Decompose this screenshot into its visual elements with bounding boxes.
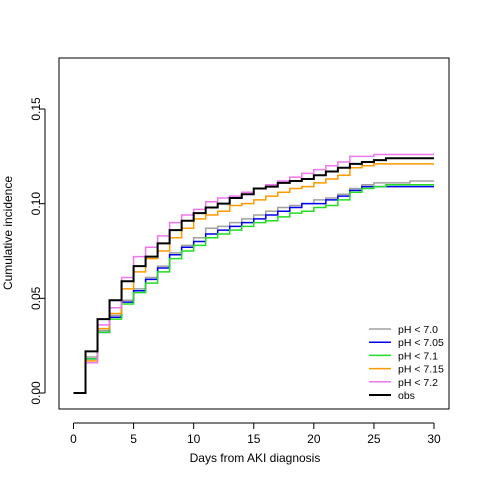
legend-label: pH < 7.05 [398, 337, 444, 349]
x-axis-title: Days from AKI diagnosis [190, 451, 321, 465]
y-tick-label: 0.05 [29, 286, 43, 310]
plot-area-frame [58, 57, 450, 410]
y-axis-title: Cumulative incidence [1, 176, 15, 290]
y-tick-label: 0.10 [29, 192, 43, 216]
y-tick-label: 0.15 [29, 97, 43, 121]
series-line-ph-7-15 [73, 163, 434, 394]
x-tick-label: 0 [70, 432, 77, 446]
x-tick-label: 5 [130, 432, 137, 446]
legend-label: pH < 7.1 [398, 350, 438, 362]
x-tick-label: 30 [427, 432, 441, 446]
legend-label: pH < 7.0 [398, 324, 438, 336]
series-line-obs [73, 157, 434, 394]
series-line-ph-7-1 [73, 183, 434, 394]
legend-label: pH < 7.2 [398, 377, 438, 389]
x-tick-label: 25 [367, 432, 381, 446]
x-tick-label: 20 [307, 432, 321, 446]
legend-label: pH < 7.15 [398, 364, 444, 376]
x-tick-label: 10 [187, 432, 201, 446]
y-tick-label: 0.00 [29, 381, 43, 405]
x-tick-label: 15 [247, 432, 261, 446]
legend-label: obs [398, 390, 415, 402]
series-line-ph-7-0 [73, 180, 434, 394]
